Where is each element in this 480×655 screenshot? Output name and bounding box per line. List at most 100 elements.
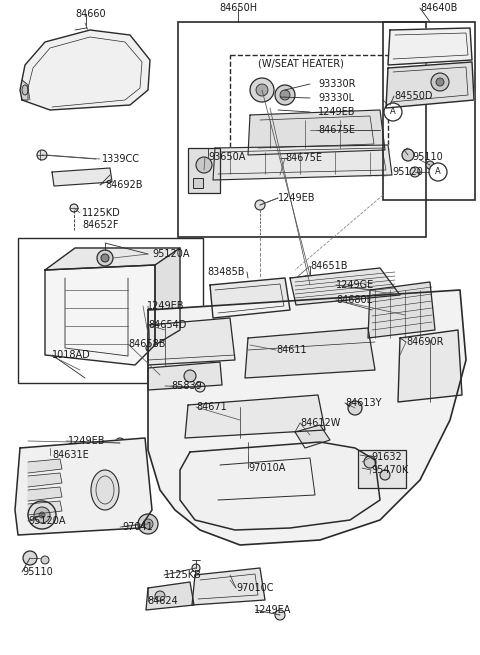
Text: 97041: 97041 <box>122 522 153 532</box>
Polygon shape <box>148 362 222 390</box>
Circle shape <box>192 564 200 572</box>
Polygon shape <box>210 278 290 318</box>
Polygon shape <box>148 318 235 365</box>
Text: 1249EB: 1249EB <box>147 301 184 311</box>
Polygon shape <box>213 145 392 180</box>
Polygon shape <box>295 425 330 448</box>
Text: 84640B: 84640B <box>420 3 457 13</box>
Text: 84654D: 84654D <box>148 320 186 330</box>
Text: 85839: 85839 <box>171 381 202 391</box>
Bar <box>18 238 203 383</box>
Text: 84631E: 84631E <box>52 450 89 460</box>
Bar <box>230 55 388 175</box>
Circle shape <box>280 90 290 100</box>
Text: 84651B: 84651B <box>310 261 348 271</box>
Text: 1018AD: 1018AD <box>52 350 91 360</box>
Circle shape <box>184 370 196 382</box>
Circle shape <box>34 507 50 523</box>
Text: 83485B: 83485B <box>207 267 244 277</box>
Polygon shape <box>28 459 62 473</box>
Polygon shape <box>155 248 180 345</box>
Text: 97010A: 97010A <box>248 463 286 473</box>
Polygon shape <box>368 282 435 338</box>
Polygon shape <box>148 290 466 545</box>
Bar <box>188 148 220 193</box>
Polygon shape <box>192 568 265 605</box>
Circle shape <box>155 591 165 601</box>
Text: 1249EA: 1249EA <box>254 605 291 615</box>
Circle shape <box>255 200 265 210</box>
Text: 95120: 95120 <box>392 167 423 177</box>
Text: 1249GE: 1249GE <box>336 280 374 290</box>
Circle shape <box>97 250 113 266</box>
Text: 84613Y: 84613Y <box>345 398 382 408</box>
Text: 95120A: 95120A <box>152 249 190 259</box>
Text: A: A <box>435 168 441 176</box>
Circle shape <box>250 78 274 102</box>
Polygon shape <box>146 582 194 610</box>
Text: 93650A: 93650A <box>208 152 245 162</box>
Text: 84624: 84624 <box>147 596 178 606</box>
Text: 84671: 84671 <box>196 402 227 412</box>
Text: 91632: 91632 <box>371 452 402 462</box>
Circle shape <box>256 84 268 96</box>
Circle shape <box>380 470 390 480</box>
Circle shape <box>143 519 153 529</box>
Circle shape <box>41 556 49 564</box>
Polygon shape <box>245 328 375 378</box>
Circle shape <box>70 204 78 212</box>
Circle shape <box>402 149 414 161</box>
Text: 84660: 84660 <box>75 9 106 19</box>
Circle shape <box>384 103 402 121</box>
Text: 95120A: 95120A <box>28 516 65 526</box>
Text: 1249EB: 1249EB <box>278 193 315 203</box>
Circle shape <box>348 401 362 415</box>
Bar <box>383 22 475 200</box>
Text: (W/SEAT HEATER): (W/SEAT HEATER) <box>258 59 344 69</box>
Polygon shape <box>52 168 112 186</box>
Circle shape <box>275 610 285 620</box>
Text: 84611: 84611 <box>276 345 307 355</box>
Circle shape <box>429 163 447 181</box>
Circle shape <box>146 344 154 352</box>
Circle shape <box>410 167 420 177</box>
Ellipse shape <box>91 470 119 510</box>
Text: 84680L: 84680L <box>336 295 372 305</box>
Circle shape <box>195 382 205 392</box>
Text: 84675E: 84675E <box>318 125 355 135</box>
Bar <box>193 178 203 188</box>
Circle shape <box>431 73 449 91</box>
Text: 93330L: 93330L <box>318 93 354 103</box>
Ellipse shape <box>22 85 28 95</box>
Polygon shape <box>248 110 385 155</box>
Polygon shape <box>386 62 474 108</box>
Text: A: A <box>390 107 396 117</box>
Text: 95110: 95110 <box>412 152 443 162</box>
Text: 84550D: 84550D <box>394 91 432 101</box>
Circle shape <box>426 161 434 169</box>
Text: 84650H: 84650H <box>219 3 257 13</box>
Polygon shape <box>28 473 62 487</box>
Text: 1125KB: 1125KB <box>164 570 202 580</box>
Circle shape <box>23 551 37 565</box>
Bar <box>358 450 406 488</box>
Text: 1249EB: 1249EB <box>318 107 356 117</box>
Circle shape <box>275 85 295 105</box>
Text: 95110: 95110 <box>22 567 53 577</box>
Text: 95470K: 95470K <box>371 465 408 475</box>
Text: 84612W: 84612W <box>300 418 340 428</box>
Polygon shape <box>185 395 325 438</box>
Text: 84692B: 84692B <box>105 180 143 190</box>
Text: 93330R: 93330R <box>318 79 356 89</box>
Bar <box>178 22 426 237</box>
Text: 84652F: 84652F <box>82 220 119 230</box>
Text: 97010C: 97010C <box>236 583 274 593</box>
Polygon shape <box>22 80 28 100</box>
Circle shape <box>138 514 158 534</box>
Circle shape <box>101 254 109 262</box>
Text: 84675E: 84675E <box>285 153 322 163</box>
Circle shape <box>196 157 212 173</box>
Text: 84658B: 84658B <box>128 339 166 349</box>
Circle shape <box>436 78 444 86</box>
Text: 1125KD: 1125KD <box>82 208 121 218</box>
